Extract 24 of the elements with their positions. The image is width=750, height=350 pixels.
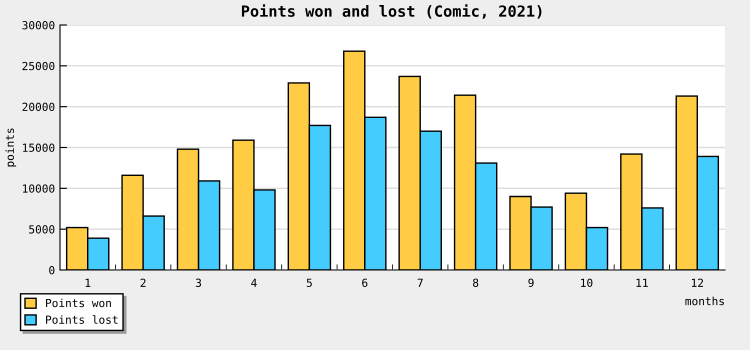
x-tick-label: 5 <box>306 278 312 287</box>
y-tick-label: 0 <box>49 266 54 274</box>
legend-label: Points won <box>46 298 111 308</box>
y-tick-label: 20000 <box>22 102 54 112</box>
x-tick-label: 6 <box>362 278 368 287</box>
x-tick-label: 3 <box>196 278 202 287</box>
x-tick-label: 12 <box>692 278 704 287</box>
y-tick-label: 5000 <box>29 225 54 234</box>
x-tick-label: 8 <box>472 278 478 287</box>
chart-title: Points won and lost (Comic, 2021) <box>242 4 542 19</box>
x-tick-label: 9 <box>528 278 534 287</box>
y-tick-label: 15000 <box>23 144 54 152</box>
legend-label: Points lost <box>46 315 118 324</box>
x-tick-label: 2 <box>140 278 146 287</box>
y-tick-label: 25000 <box>22 62 54 70</box>
x-tick-label: 1 <box>86 278 90 287</box>
x-tick-label: 11 <box>636 278 648 287</box>
x-tick-label: 10 <box>581 278 592 287</box>
x-tick-label: 4 <box>251 278 257 287</box>
x-tick-label: 7 <box>418 278 423 287</box>
x-axis-title: months <box>685 296 724 306</box>
y-tick-label: 10000 <box>23 184 54 193</box>
y-tick-label: 30000 <box>22 21 54 30</box>
y-axis-title: points <box>5 128 16 167</box>
